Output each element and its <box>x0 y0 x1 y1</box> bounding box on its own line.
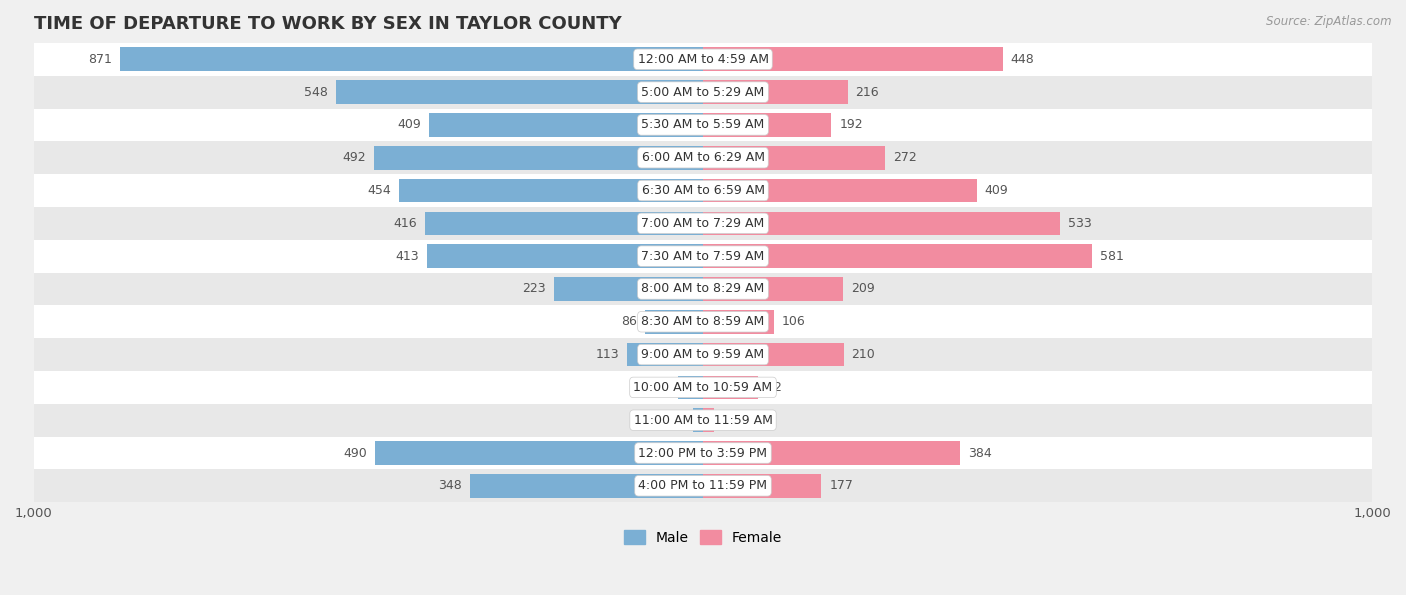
Text: 17: 17 <box>723 414 738 427</box>
Bar <box>703 113 831 137</box>
Text: 409: 409 <box>984 184 1008 197</box>
Bar <box>34 207 1372 240</box>
Bar <box>627 343 703 367</box>
Bar <box>703 310 773 334</box>
Text: 581: 581 <box>1099 250 1123 262</box>
Text: 454: 454 <box>367 184 391 197</box>
Bar <box>34 108 1372 142</box>
Bar <box>34 174 1372 207</box>
Text: 5:00 AM to 5:29 AM: 5:00 AM to 5:29 AM <box>641 86 765 99</box>
Bar <box>703 178 977 202</box>
Bar <box>426 245 703 268</box>
Text: 492: 492 <box>342 151 366 164</box>
Bar <box>693 408 703 432</box>
Text: 223: 223 <box>522 283 546 296</box>
Bar <box>703 474 821 497</box>
Text: 413: 413 <box>395 250 419 262</box>
Text: 272: 272 <box>893 151 917 164</box>
Text: 416: 416 <box>394 217 416 230</box>
Bar <box>399 178 703 202</box>
Text: 106: 106 <box>782 315 806 328</box>
Bar <box>336 80 703 104</box>
Bar <box>645 310 703 334</box>
Text: 210: 210 <box>852 348 876 361</box>
Bar <box>34 338 1372 371</box>
Bar <box>34 404 1372 437</box>
Bar <box>678 375 703 399</box>
Text: 548: 548 <box>305 86 328 99</box>
Text: 6:30 AM to 6:59 AM: 6:30 AM to 6:59 AM <box>641 184 765 197</box>
Bar <box>703 277 842 300</box>
Text: TIME OF DEPARTURE TO WORK BY SEX IN TAYLOR COUNTY: TIME OF DEPARTURE TO WORK BY SEX IN TAYL… <box>34 15 621 33</box>
Text: Source: ZipAtlas.com: Source: ZipAtlas.com <box>1267 15 1392 28</box>
Bar <box>34 273 1372 305</box>
Text: 11:00 AM to 11:59 AM: 11:00 AM to 11:59 AM <box>634 414 772 427</box>
Text: 7:00 AM to 7:29 AM: 7:00 AM to 7:29 AM <box>641 217 765 230</box>
Bar <box>429 113 703 137</box>
Text: 871: 871 <box>89 53 112 66</box>
Bar <box>34 76 1372 108</box>
Text: 209: 209 <box>851 283 875 296</box>
Bar <box>375 441 703 465</box>
Text: 86: 86 <box>621 315 637 328</box>
Bar <box>34 43 1372 76</box>
Bar <box>703 80 848 104</box>
Bar <box>554 277 703 300</box>
Text: 5:30 AM to 5:59 AM: 5:30 AM to 5:59 AM <box>641 118 765 131</box>
Bar <box>470 474 703 497</box>
Bar <box>34 437 1372 469</box>
Text: 82: 82 <box>766 381 782 394</box>
Bar <box>703 408 714 432</box>
Text: 15: 15 <box>669 414 685 427</box>
Text: 4:00 PM to 11:59 PM: 4:00 PM to 11:59 PM <box>638 480 768 492</box>
Text: 8:30 AM to 8:59 AM: 8:30 AM to 8:59 AM <box>641 315 765 328</box>
Bar <box>703 245 1092 268</box>
Text: 8:00 AM to 8:29 AM: 8:00 AM to 8:29 AM <box>641 283 765 296</box>
Text: 37: 37 <box>654 381 671 394</box>
Bar <box>703 212 1060 235</box>
Text: 384: 384 <box>967 446 991 459</box>
Text: 348: 348 <box>439 480 463 492</box>
Text: 448: 448 <box>1011 53 1035 66</box>
Bar <box>703 375 758 399</box>
Text: 490: 490 <box>343 446 367 459</box>
Text: 409: 409 <box>398 118 422 131</box>
Bar <box>34 371 1372 404</box>
Bar <box>374 146 703 170</box>
Bar <box>34 142 1372 174</box>
Text: 12:00 PM to 3:59 PM: 12:00 PM to 3:59 PM <box>638 446 768 459</box>
Text: 192: 192 <box>839 118 863 131</box>
Text: 533: 533 <box>1067 217 1091 230</box>
Text: 216: 216 <box>856 86 879 99</box>
Text: 177: 177 <box>830 480 853 492</box>
Text: 12:00 AM to 4:59 AM: 12:00 AM to 4:59 AM <box>637 53 769 66</box>
Bar <box>120 48 703 71</box>
Bar <box>703 48 1002 71</box>
Bar <box>34 240 1372 273</box>
Text: 113: 113 <box>596 348 620 361</box>
Bar <box>703 146 884 170</box>
Text: 9:00 AM to 9:59 AM: 9:00 AM to 9:59 AM <box>641 348 765 361</box>
Text: 7:30 AM to 7:59 AM: 7:30 AM to 7:59 AM <box>641 250 765 262</box>
Bar <box>34 305 1372 338</box>
Bar <box>425 212 703 235</box>
Bar <box>703 343 844 367</box>
Bar <box>703 441 960 465</box>
Text: 6:00 AM to 6:29 AM: 6:00 AM to 6:29 AM <box>641 151 765 164</box>
Text: 10:00 AM to 10:59 AM: 10:00 AM to 10:59 AM <box>634 381 772 394</box>
Legend: Male, Female: Male, Female <box>619 524 787 550</box>
Bar <box>34 469 1372 502</box>
